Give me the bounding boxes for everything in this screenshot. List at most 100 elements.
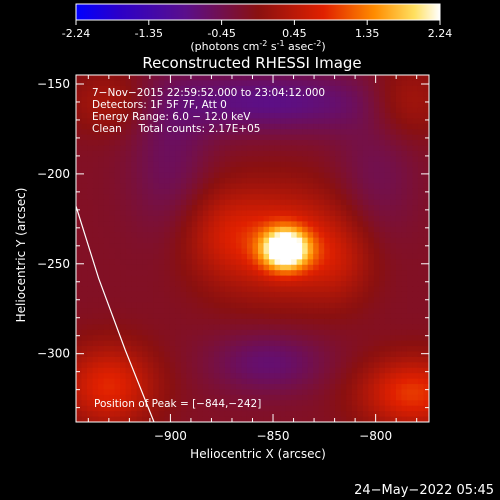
heatmap-cell bbox=[417, 313, 425, 320]
heatmap-cell bbox=[180, 237, 187, 244]
solar-limb-line bbox=[76, 206, 155, 422]
heatmap-cell bbox=[373, 400, 380, 407]
heatmap-cell bbox=[164, 248, 171, 255]
heatmap-cell bbox=[202, 215, 209, 222]
heatmap-cell bbox=[114, 205, 121, 212]
heatmap-cell bbox=[114, 335, 121, 342]
heatmap-cell bbox=[291, 291, 298, 298]
heatmap-cell bbox=[197, 161, 204, 168]
heatmap-cell bbox=[230, 351, 237, 358]
heatmap-cell bbox=[164, 324, 171, 331]
heatmap-cell bbox=[269, 297, 276, 304]
heatmap-cell bbox=[368, 172, 375, 179]
heatmap-cell bbox=[169, 210, 176, 217]
heatmap-cell bbox=[263, 248, 270, 255]
heatmap-cell bbox=[213, 389, 221, 396]
heatmap-cell bbox=[395, 123, 403, 130]
heatmap-cell bbox=[280, 140, 287, 147]
heatmap-cell bbox=[230, 346, 237, 353]
heatmap-cell bbox=[213, 416, 221, 422]
heatmap-cell bbox=[390, 400, 397, 407]
heatmap-cell bbox=[191, 161, 198, 168]
heatmap-cell bbox=[98, 329, 105, 336]
heatmap-cell bbox=[335, 329, 342, 336]
heatmap-cell bbox=[76, 270, 83, 277]
heatmap-cell bbox=[302, 188, 309, 195]
heatmap-cell bbox=[417, 373, 425, 380]
heatmap-cell bbox=[351, 302, 358, 309]
heatmap-cell bbox=[346, 253, 353, 260]
heatmap-cell bbox=[191, 123, 198, 130]
heatmap-cell bbox=[417, 145, 425, 152]
heatmap-cell bbox=[258, 178, 265, 185]
heatmap-cell bbox=[235, 384, 243, 391]
heatmap-cell bbox=[258, 346, 265, 353]
heatmap-cell bbox=[114, 96, 121, 103]
heatmap-cell bbox=[109, 324, 116, 331]
heatmap-cell bbox=[81, 351, 88, 358]
heatmap-cell bbox=[76, 351, 83, 358]
heatmap-cell bbox=[285, 351, 292, 358]
heatmap-cell bbox=[208, 80, 215, 87]
heatmap-cell bbox=[357, 356, 364, 363]
heatmap-cell bbox=[329, 232, 336, 239]
heatmap-cell bbox=[340, 156, 347, 163]
heatmap-cell bbox=[368, 362, 375, 369]
heatmap-cell bbox=[120, 297, 127, 304]
heatmap-cell bbox=[373, 259, 380, 266]
heatmap-cell bbox=[307, 340, 314, 347]
heatmap-cell bbox=[103, 400, 110, 407]
heatmap-cell bbox=[291, 150, 298, 157]
heatmap-cell bbox=[357, 264, 364, 271]
heatmap-cell bbox=[384, 405, 391, 412]
heatmap-cell bbox=[81, 248, 88, 255]
heatmap-cell bbox=[191, 232, 198, 239]
heatmap-cell bbox=[92, 156, 99, 163]
heatmap-cell bbox=[335, 107, 342, 114]
heatmap-cell bbox=[423, 313, 429, 320]
heatmap-cell bbox=[197, 96, 204, 103]
heatmap-cell bbox=[147, 308, 154, 315]
heatmap-cell bbox=[153, 178, 160, 185]
heatmap-cell bbox=[285, 85, 292, 92]
heatmap-cell bbox=[246, 264, 254, 271]
heatmap-cell bbox=[379, 80, 386, 87]
heatmap-cell bbox=[147, 80, 154, 87]
heatmap-cell bbox=[224, 243, 232, 250]
heatmap-cell bbox=[296, 91, 303, 98]
heatmap-cell bbox=[269, 85, 276, 92]
heatmap-cell bbox=[98, 416, 105, 422]
heatmap-cell bbox=[373, 248, 380, 255]
heatmap-cell bbox=[423, 378, 429, 385]
heatmap-cell bbox=[379, 362, 386, 369]
heatmap-cell bbox=[219, 75, 226, 82]
heatmap-cell bbox=[340, 340, 347, 347]
heatmap-cell bbox=[175, 118, 182, 125]
heatmap-cell bbox=[362, 253, 369, 260]
heatmap-cell bbox=[208, 85, 215, 92]
heatmap-cell bbox=[252, 205, 259, 212]
heatmap-cell bbox=[296, 129, 303, 136]
heatmap-cell bbox=[302, 373, 309, 380]
heatmap-cell bbox=[158, 237, 165, 244]
heatmap-cell bbox=[395, 351, 403, 358]
heatmap-cell bbox=[191, 80, 198, 87]
heatmap-cell bbox=[302, 96, 309, 103]
heatmap-cell bbox=[103, 405, 110, 412]
heatmap-cell bbox=[125, 373, 132, 380]
heatmap-cell bbox=[362, 134, 369, 141]
heatmap-cell bbox=[274, 308, 281, 315]
heatmap-cell bbox=[241, 123, 248, 130]
heatmap-cell bbox=[147, 112, 154, 119]
heatmap-cell bbox=[346, 140, 353, 147]
heatmap-cell bbox=[131, 351, 138, 358]
heatmap-cell bbox=[109, 85, 116, 92]
heatmap-cell bbox=[153, 150, 160, 157]
heatmap-cell bbox=[98, 145, 105, 152]
heatmap-cell bbox=[153, 123, 160, 130]
heatmap-cell bbox=[280, 145, 287, 152]
heatmap-cell bbox=[180, 324, 187, 331]
heatmap-cell bbox=[164, 389, 171, 396]
heatmap-cell bbox=[368, 281, 375, 288]
heatmap-cell bbox=[175, 286, 182, 293]
